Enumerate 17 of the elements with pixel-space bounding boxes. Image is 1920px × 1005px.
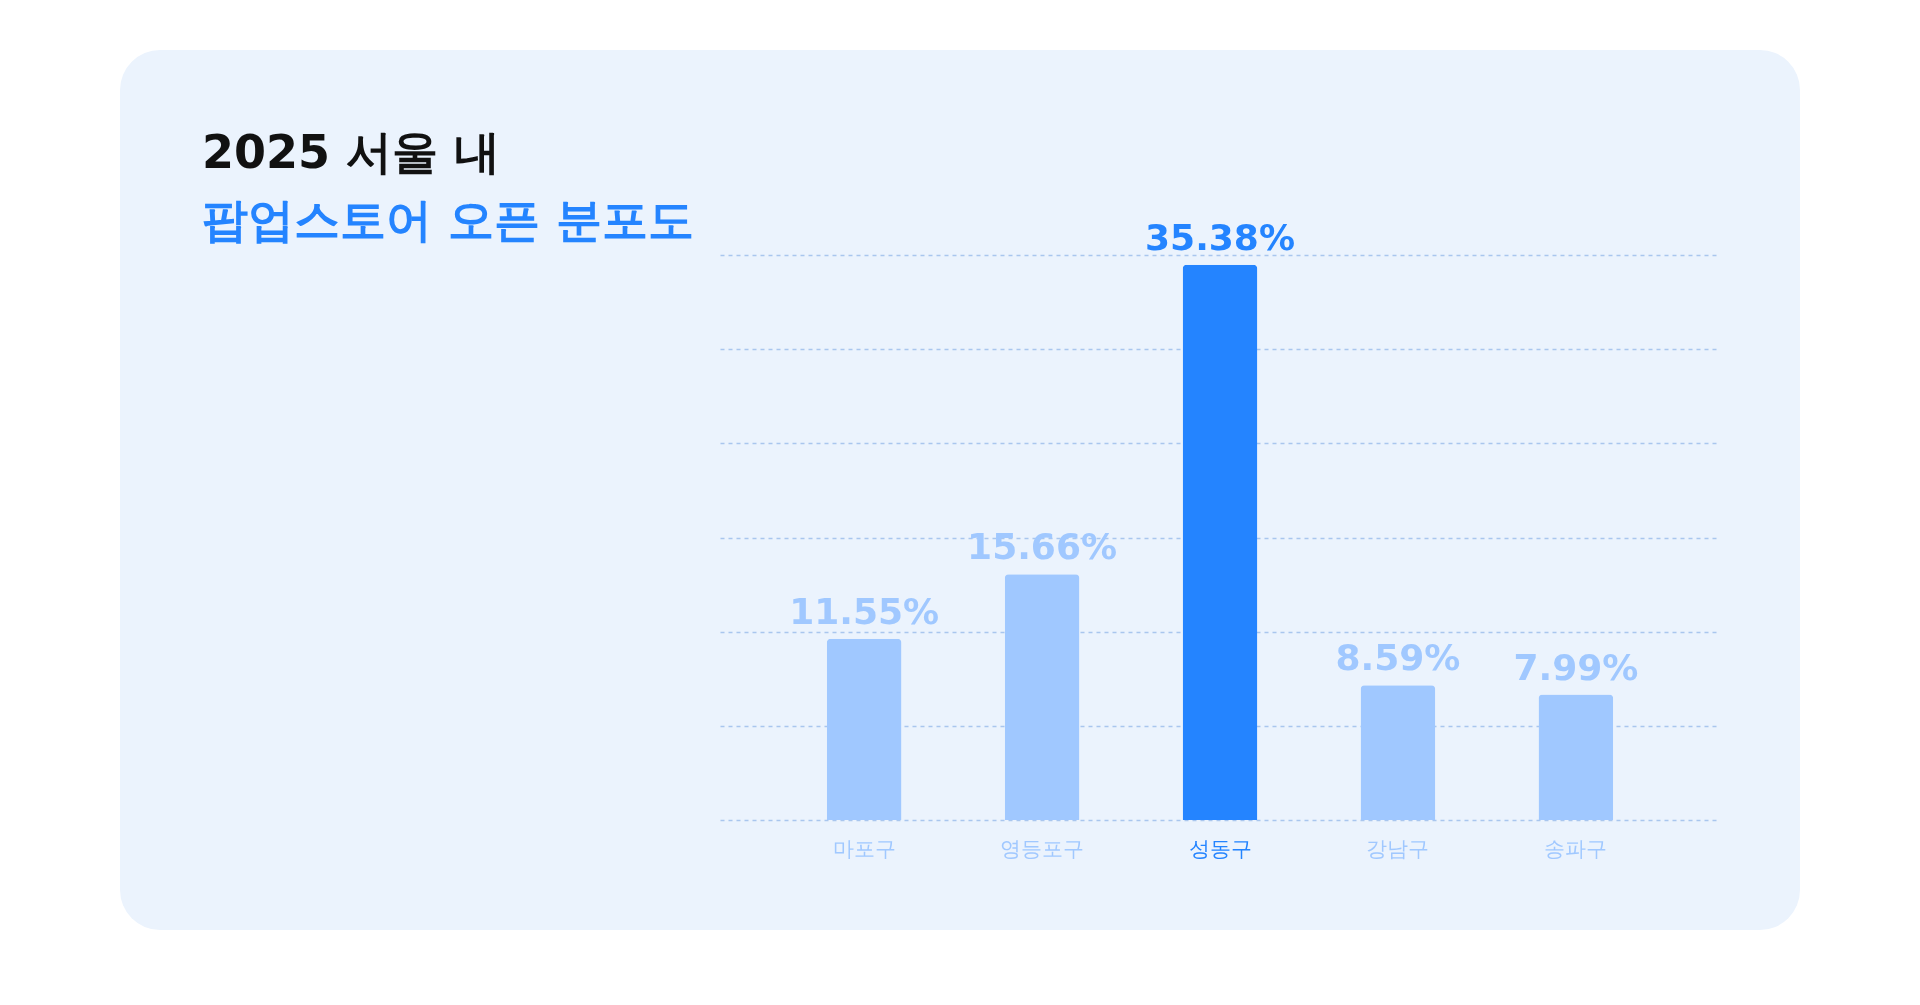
data-label: 8.59% [1335,637,1461,679]
x-tick-label: 성동구 [1188,836,1252,861]
data-label: 15.66% [967,526,1118,568]
text: 2025 서울 내 [202,124,501,181]
x-tick-label: 송파구 [1544,836,1608,861]
bar [1182,264,1258,820]
x-tick-label: 마포구 [832,836,896,861]
bar [1538,694,1614,820]
chart-subtitle: 팝업스토어 오픈 분포도 [202,192,695,249]
data-label: 35.38% [1145,216,1295,258]
x-tick-label: 강남구 [1366,836,1430,861]
bar [826,638,902,820]
x-tick-label: 영등포구 [1000,836,1085,861]
bar [1360,685,1436,820]
data-label: 11.55% [789,590,940,632]
data-label: 7.99% [1513,646,1639,688]
bar [1004,574,1080,820]
